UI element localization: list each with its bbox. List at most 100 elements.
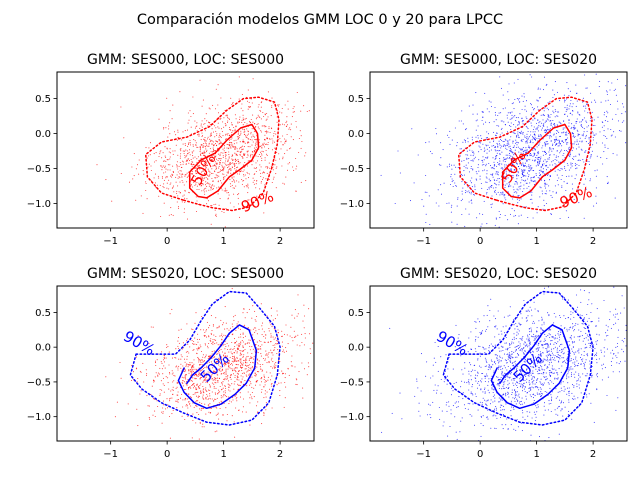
scatter-point (529, 147, 531, 149)
scatter-point (177, 195, 179, 197)
scatter-point (604, 120, 606, 122)
scatter-point (270, 335, 272, 337)
scatter-point (205, 140, 207, 142)
scatter-point (229, 141, 231, 143)
scatter-point (223, 402, 225, 405)
scatter-point (179, 161, 181, 164)
scatter-point (451, 164, 453, 166)
scatter-point (486, 156, 488, 159)
scatter-point (233, 187, 236, 189)
scatter-point (224, 352, 226, 354)
scatter-point (471, 393, 473, 395)
scatter-point (205, 390, 207, 392)
scatter-points (105, 288, 314, 441)
scatter-point (196, 161, 198, 163)
scatter-point (565, 98, 568, 100)
scatter-point (226, 147, 228, 149)
scatter-point (510, 373, 512, 375)
scatter-point (238, 360, 240, 362)
scatter-point (624, 360, 626, 362)
scatter-point (225, 364, 227, 366)
scatter-point (522, 206, 524, 208)
scatter-point (247, 141, 249, 143)
scatter-point (220, 334, 222, 337)
scatter-point (567, 132, 569, 135)
scatter-point (493, 388, 495, 390)
scatter-point (207, 389, 210, 391)
scatter-point (162, 152, 164, 154)
scatter-point (166, 159, 168, 161)
scatter-point (214, 143, 217, 145)
scatter-point (223, 178, 225, 180)
scatter-point (493, 182, 496, 184)
scatter-point (548, 346, 550, 348)
scatter-point (561, 408, 564, 410)
scatter-point (149, 142, 152, 144)
scatter-point (191, 371, 193, 373)
scatter-point (236, 351, 238, 353)
scatter-point (497, 114, 499, 117)
scatter-point (205, 381, 207, 383)
scatter-point (183, 371, 185, 373)
x-tick-label: −1 (103, 449, 118, 460)
scatter-point (208, 327, 210, 329)
scatter-point (592, 139, 594, 141)
scatter-point (261, 423, 263, 425)
scatter-point (513, 132, 515, 134)
scatter-point (200, 154, 202, 156)
scatter-point (199, 344, 201, 346)
scatter-point (216, 187, 218, 189)
scatter-point (228, 118, 231, 120)
scatter-point (568, 147, 570, 149)
scatter-point (190, 115, 192, 118)
scatter-point (497, 145, 499, 147)
scatter-point (131, 365, 133, 367)
scatter-point (465, 189, 467, 192)
scatter-point (507, 91, 509, 93)
scatter-point (196, 130, 198, 132)
scatter-point (153, 380, 156, 382)
scatter-point (594, 355, 596, 357)
scatter-point (477, 359, 479, 361)
scatter-point (566, 82, 568, 84)
scatter-point (192, 377, 194, 379)
scatter-point (213, 400, 215, 402)
scatter-point (265, 396, 267, 398)
scatter-point (183, 208, 186, 210)
scatter-point (213, 154, 215, 156)
scatter-point (478, 145, 480, 147)
scatter-point (199, 359, 201, 361)
scatter-point (530, 169, 532, 171)
scatter-point (265, 354, 267, 356)
scatter-point (490, 149, 492, 151)
scatter-point (220, 141, 222, 143)
scatter-point (231, 415, 233, 417)
scatter-point (248, 373, 250, 375)
scatter-point (267, 356, 269, 358)
scatter-point (294, 336, 296, 338)
scatter-point (586, 346, 588, 348)
scatter-point (252, 181, 254, 183)
scatter-point (524, 175, 526, 177)
scatter-point (192, 387, 195, 389)
scatter-point (287, 163, 289, 165)
scatter-point (168, 188, 170, 190)
scatter-point (461, 151, 463, 153)
scatter-point (515, 119, 517, 122)
scatter-point (191, 186, 194, 188)
scatter-point (476, 119, 478, 121)
scatter-point (547, 114, 549, 116)
scatter-point (262, 143, 264, 145)
scatter-point (530, 177, 532, 179)
scatter-point (484, 92, 486, 94)
scatter-point (507, 154, 509, 156)
scatter-point (183, 358, 186, 360)
scatter-point (233, 163, 235, 166)
scatter-point (204, 168, 206, 171)
scatter-point (568, 395, 570, 397)
scatter-point (207, 178, 209, 180)
scatter-point (228, 139, 230, 141)
scatter-point (211, 140, 213, 142)
scatter-point (509, 111, 511, 113)
scatter-point (496, 179, 498, 181)
